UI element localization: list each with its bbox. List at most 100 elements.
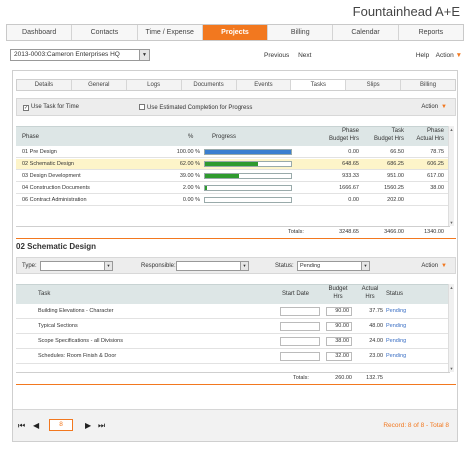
pager-bar: ⏮ ◀ 8 ▶ ⏭ Record: 8 of 8 - Total 8 (13, 409, 457, 441)
options-action-menu[interactable]: Action ▼ (421, 104, 447, 110)
project-select-value: 2013-0003:Cameron Enterprises HQ (14, 51, 120, 58)
tab-reports[interactable]: Reports (418, 29, 444, 36)
prev-page-icon[interactable]: ◀ (33, 421, 40, 430)
chevron-down-icon[interactable]: ▼ (455, 52, 462, 59)
col-task-budget-1: Task (391, 128, 404, 134)
project-toolbar: 2013-0003:Cameron Enterprises HQ ▼ Previ… (6, 47, 464, 63)
scroll-up-icon[interactable]: ▲ (449, 127, 454, 132)
col-actual-1: Actual (361, 286, 379, 292)
tab-time-expense[interactable]: Time / Expense (138, 25, 203, 40)
task-options-bar: ✓ Use Task for Time Use Estimated Complet… (16, 98, 456, 116)
section-divider (16, 238, 456, 239)
next-link[interactable]: Next (298, 52, 312, 59)
col-actual-2: Hrs (365, 294, 375, 300)
subtab-slips[interactable]: Slips (346, 80, 402, 90)
col-budget-1: Budget (328, 286, 348, 292)
subtab-events[interactable]: Events (237, 80, 292, 90)
chevron-down-icon: ▼ (441, 104, 447, 110)
col-task-budget-2: Budget Hrs (373, 136, 404, 142)
phase-row[interactable]: 06 Contract Administration 0.00 % 0.00 2… (16, 195, 450, 206)
use-task-for-time[interactable]: ✓ Use Task for Time (23, 104, 79, 111)
brand-title: Fountainhead A+E (352, 4, 460, 19)
subtab-logs[interactable]: Logs (127, 80, 182, 90)
checkbox-icon[interactable] (139, 104, 145, 110)
phase-row-selected[interactable]: 02 Schematic Design 62.00 % 648.65 686.2… (16, 159, 450, 170)
tab-contacts[interactable]: Contacts (72, 25, 138, 40)
chevron-down-icon[interactable]: ▼ (139, 50, 149, 60)
progress-bar (204, 149, 292, 155)
budget-hrs-input[interactable]: 38.00 (326, 337, 352, 346)
task-table-scrollbar[interactable]: ▲ ▼ (448, 284, 454, 372)
tab-projects[interactable]: Projects (202, 25, 269, 40)
last-page-icon[interactable]: ⏭ (98, 421, 106, 430)
col-budget-2: Hrs (333, 294, 343, 300)
first-page-icon[interactable]: ⏮ (18, 421, 26, 430)
subtab-billing[interactable]: Billing (420, 82, 437, 88)
col-start-date: Start Date (282, 291, 310, 297)
col-progress: Progress (212, 134, 237, 140)
status-select[interactable]: Pending ▼ (297, 261, 370, 271)
top-nav: Dashboard Contacts Time / Expense Projec… (6, 24, 464, 41)
status-pending[interactable]: Pending (386, 308, 407, 314)
subtab-tasks[interactable]: Tasks (291, 80, 347, 90)
budget-hrs-input[interactable]: 90.00 (326, 322, 352, 331)
type-label: Type: (22, 263, 37, 269)
responsible-select[interactable]: ▼ (176, 261, 249, 271)
record-count: Record: 8 of 8 - Total 8 (383, 422, 449, 429)
phase-row[interactable]: 01 Pre Design 100.00 % 0.00 66.50 78.75 (16, 147, 450, 158)
tab-calendar[interactable]: Calendar (333, 25, 399, 40)
next-page-icon[interactable]: ▶ (85, 421, 92, 430)
task-row[interactable]: Typical Sections 90.00 48.00 Pending (16, 320, 450, 334)
previous-link[interactable]: Previous (264, 52, 290, 59)
col-task: Task (38, 291, 51, 297)
subtab-details[interactable]: Details (17, 80, 72, 90)
subtab-documents[interactable]: Documents (182, 80, 237, 90)
subtab-general[interactable]: General (72, 80, 127, 90)
col-phase-actual-1: Phase (426, 128, 444, 134)
status-pending[interactable]: Pending (386, 353, 407, 359)
chevron-down-icon[interactable]: ▼ (104, 262, 112, 270)
phase-table-scrollbar[interactable]: ▲ ▼ (448, 126, 454, 226)
col-phase: Phase (22, 134, 40, 140)
phase-totals-row: Totals: 3248.65 3466.00 1340.00 (16, 226, 450, 238)
status-pending[interactable]: Pending (386, 323, 407, 329)
scroll-up-icon[interactable]: ▲ (449, 285, 454, 290)
checkbox-checked-icon[interactable]: ✓ (23, 105, 29, 111)
project-select[interactable]: 2013-0003:Cameron Enterprises HQ ▼ (10, 49, 150, 61)
start-date-input[interactable] (280, 322, 320, 331)
start-date-input[interactable] (280, 352, 320, 361)
col-phase-budget-1: Phase (341, 128, 359, 134)
responsible-label: Responsible: (141, 263, 176, 269)
chevron-down-icon[interactable]: ▼ (361, 262, 369, 270)
start-date-input[interactable] (280, 307, 320, 316)
progress-bar (204, 161, 292, 167)
page-number-input[interactable]: 8 (49, 419, 73, 431)
scroll-down-icon[interactable]: ▼ (449, 366, 454, 371)
scroll-down-icon[interactable]: ▼ (449, 220, 454, 225)
filter-action-menu[interactable]: Action ▼ (421, 263, 447, 269)
task-row[interactable]: Scope Specifications - all Divisions 38.… (16, 335, 450, 349)
phase-row[interactable]: 04 Construction Documents 2.00 % 1666.67… (16, 183, 450, 194)
sub-tabs: Details General Logs Documents Events Ta… (16, 79, 456, 91)
col-status: Status (386, 291, 404, 297)
budget-hrs-input[interactable]: 90.00 (326, 307, 352, 316)
action-menu[interactable]: Action (435, 52, 454, 59)
chevron-down-icon[interactable]: ▼ (240, 262, 248, 270)
col-percent: % (188, 134, 194, 140)
task-table-header: Task Start Date Budget Hrs Actual Hrs St… (16, 284, 450, 304)
progress-bar (204, 173, 292, 179)
help-link[interactable]: Help (415, 52, 430, 59)
phase-row[interactable]: 03 Design Development 39.00 % 933.33 951… (16, 171, 450, 182)
use-estimated-completion[interactable]: Use Estimated Completion for Progress (139, 104, 252, 111)
status-pending[interactable]: Pending (386, 338, 407, 344)
start-date-input[interactable] (280, 337, 320, 346)
type-select[interactable]: ▼ (40, 261, 113, 271)
project-panel: Details General Logs Documents Events Ta… (12, 70, 458, 442)
budget-hrs-input[interactable]: 32.00 (326, 352, 352, 361)
task-row[interactable]: Schedules: Room Finish & Door 32.00 23.0… (16, 350, 450, 364)
tab-dashboard[interactable]: Dashboard (7, 25, 73, 40)
section-title: 02 Schematic Design (16, 242, 97, 251)
task-totals-row: Totals: 260.00 132.75 (16, 372, 450, 384)
task-row[interactable]: Building Elevations - Character 90.00 37… (16, 305, 450, 319)
tab-billing[interactable]: Billing (268, 25, 334, 40)
